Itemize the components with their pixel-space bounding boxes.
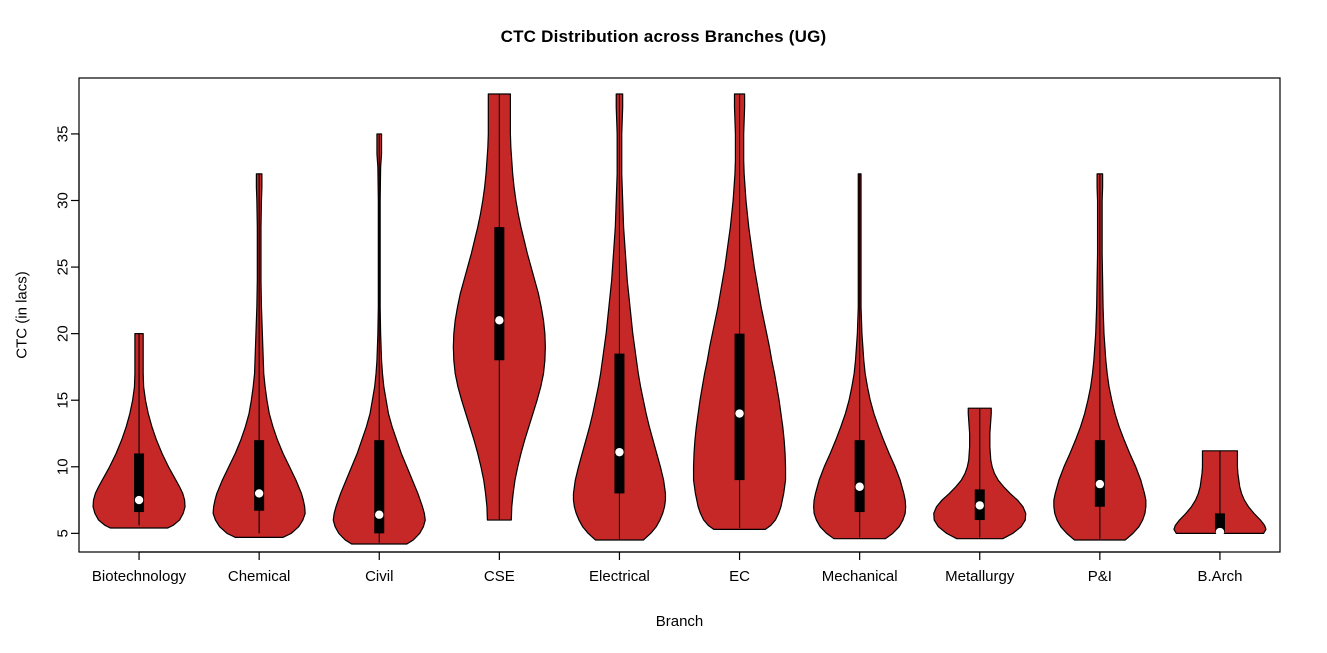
violin-cse[interactable] [452,93,546,521]
violin-mechanical[interactable] [813,173,907,540]
x-axis-tick-label: P&I [1088,568,1112,585]
y-axis-tick-label: 10 [55,458,72,475]
y-axis: 5 10 15 20 25 30 35 [55,126,80,538]
y-axis-tick-label: 35 [55,126,72,143]
median-marker [254,489,264,498]
y-axis-tick-label: 20 [55,325,72,342]
iqr-box [734,333,745,481]
x-axis-title: Branch [656,613,704,630]
x-axis-tick-label: CSE [484,568,515,585]
median-marker [735,409,744,418]
y-axis-tick-label: 5 [55,529,72,537]
y-axis-tick-label: 30 [55,192,72,209]
median-marker [975,501,984,510]
x-axis-tick-label: Biotechnology [92,568,187,585]
iqr-box [494,227,505,361]
x-axis-tick-label: EC [729,568,750,585]
page-title: CTC Distribution across Branches (UG) [500,27,827,46]
iqr-box [254,440,265,511]
x-axis-tick-label: Metallurgy [945,568,1015,585]
x-axis-tick-label: B.Arch [1197,568,1242,585]
median-marker [375,510,384,519]
violin-p-i[interactable] [1053,173,1147,541]
y-axis-tick-label: 25 [55,259,72,276]
median-marker [855,482,864,491]
median-marker [1095,479,1105,489]
median-marker [495,316,504,325]
iqr-box [134,453,145,513]
median-marker [134,495,144,505]
y-axis-title: CTC (in lacs) [14,271,31,359]
iqr-box [614,353,625,494]
x-axis: Biotechnology Chemical Civil CSE Electrical E… [92,551,1242,585]
x-axis-tick-label: Electrical [589,568,650,585]
iqr-box [854,440,865,513]
y-axis-tick-label: 15 [55,392,72,409]
violin-ec[interactable] [692,93,787,530]
x-axis-tick-label: Civil [365,568,393,585]
iqr-box [1094,440,1105,507]
median-marker [1215,527,1225,537]
violin-metallurgy[interactable] [933,407,1027,540]
iqr-box [1214,513,1225,533]
iqr-box [374,440,385,534]
violin-electrical[interactable] [572,93,667,541]
violin-civil[interactable] [332,133,426,545]
violin-chemical[interactable] [212,173,306,538]
x-axis-tick-label: Mechanical [822,568,898,585]
x-axis-tick-label: Chemical [228,568,291,585]
median-marker [615,447,624,457]
violin-b-arch[interactable] [1173,450,1267,537]
violin-biotechnology[interactable] [92,333,186,529]
